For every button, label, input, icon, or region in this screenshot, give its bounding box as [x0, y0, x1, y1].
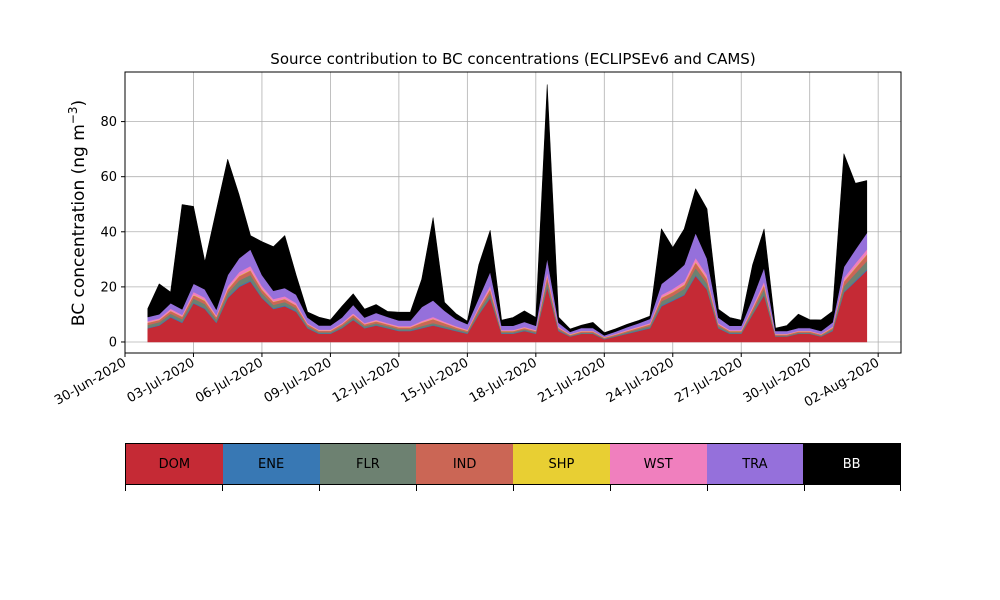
x-tick-label: 30-Jun-2020 — [52, 355, 129, 408]
x-tick-label: 02-Aug-2020 — [802, 355, 882, 410]
legend-item-flr: FLR — [319, 444, 417, 484]
x-tick-label: 27-Jul-2020 — [672, 355, 745, 406]
y-axis: 0 20 40 60 80 — [100, 115, 125, 350]
legend-item-tra: TRA — [706, 444, 804, 484]
chart-title: Source contribution to BC concentrations… — [270, 50, 755, 68]
y-tick-label: 20 — [100, 280, 117, 295]
legend-label: IND — [452, 456, 477, 472]
x-tick-label: 06-Jul-2020 — [193, 355, 266, 406]
legend-tick-mark — [416, 485, 417, 491]
x-tick-label: 18-Jul-2020 — [467, 355, 540, 406]
legend-tick-mark — [804, 485, 805, 491]
legend-tick-mark — [610, 485, 611, 491]
legend-item-bb: BB — [803, 444, 900, 484]
legend: DOM ENE FLR IND SHP WST TRA BB — [125, 443, 901, 485]
y-axis-label-exponent: −3 — [66, 106, 80, 124]
legend-label: WST — [643, 456, 673, 472]
stacked-areas — [147, 84, 868, 343]
legend-ticks — [125, 485, 901, 491]
legend-item-shp: SHP — [513, 444, 610, 484]
x-tick-label: 12-Jul-2020 — [330, 355, 403, 406]
legend-label: FLR — [355, 456, 380, 472]
legend-tick-mark — [222, 485, 223, 491]
legend-tick-mark — [900, 485, 901, 491]
legend-tick-mark — [513, 485, 514, 491]
x-tick-label: 15-Jul-2020 — [399, 355, 472, 406]
legend-label: SHP — [548, 456, 575, 472]
legend-label: ENE — [258, 456, 285, 472]
x-axis: 30-Jun-202003-Jul-202006-Jul-202009-Jul-… — [52, 353, 882, 411]
x-tick-label: 21-Jul-2020 — [535, 355, 608, 406]
legend-label: TRA — [742, 456, 768, 472]
legend-tick-mark — [707, 485, 708, 491]
x-tick-label: 03-Jul-2020 — [125, 355, 198, 406]
legend-label: DOM — [158, 456, 191, 472]
legend-label: BB — [842, 456, 861, 472]
y-axis-label: BC concentration (ng m−3) — [66, 100, 89, 326]
y-tick-label: 80 — [100, 115, 117, 130]
y-tick-label: 0 — [109, 335, 117, 350]
y-tick-label: 60 — [100, 170, 117, 185]
x-tick-label: 24-Jul-2020 — [604, 355, 677, 406]
legend-tick-mark — [125, 485, 126, 491]
x-tick-label: 09-Jul-2020 — [262, 355, 335, 406]
legend-item-ene: ENE — [222, 444, 320, 484]
legend-tick-mark — [319, 485, 320, 491]
plot-frame — [124, 71, 902, 354]
legend-item-dom: DOM — [126, 444, 223, 484]
series-area-bb — [147, 84, 868, 336]
legend-item-wst: WST — [609, 444, 707, 484]
y-tick-label: 40 — [100, 225, 117, 240]
legend-item-ind: IND — [416, 444, 513, 484]
